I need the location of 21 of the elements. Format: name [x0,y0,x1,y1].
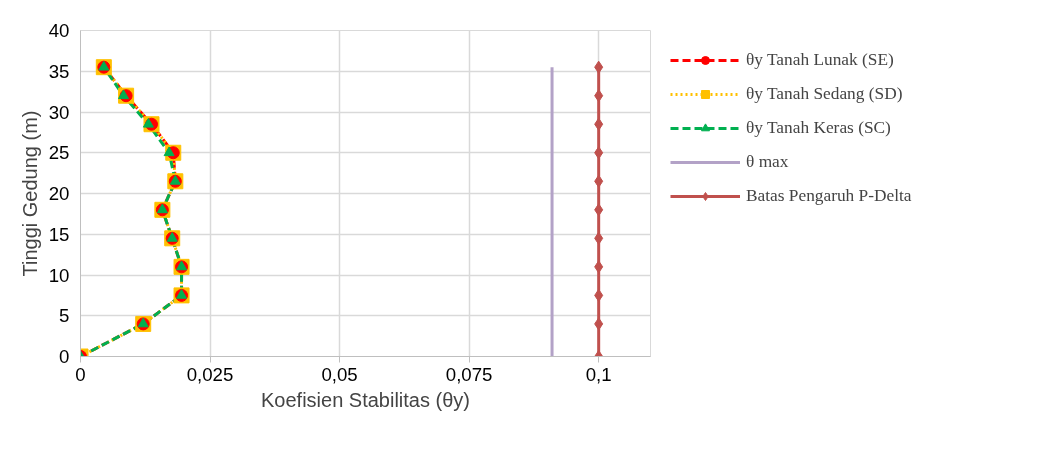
y-tick-label: 25 [48,142,70,164]
y-axis-title: Tinggi Gedung (m) [18,110,41,277]
y-tick-label: 20 [48,183,70,204]
x-tick-label: 0 [75,363,86,385]
x-tick-label: 0,1 [585,363,612,385]
legend-label: θy Tanah Sedang (SD) [746,84,903,104]
y-tick-label: 10 [48,264,70,286]
legend-label: θ max [746,152,789,172]
legend-label: Batas Pengaruh P-Delta [746,186,912,206]
y-tick-label: 5 [59,305,70,327]
x-tick-label: 0,025 [186,363,234,385]
y-tick-label: 0 [59,346,70,367]
x-tick-label: 0,075 [445,363,493,385]
x-axis-title: Koefisien Stabilitas (θy) [261,388,470,411]
legend-label: θy Tanah Lunak (SE) [746,50,894,70]
y-tick-label: 35 [48,60,70,82]
y-tick-label: 40 [48,20,70,41]
y-tick-label: 30 [48,101,70,123]
y-tick-label: 15 [48,223,70,245]
x-tick-label: 0,05 [321,363,358,385]
legend-label: θy Tanah Keras (SC) [746,118,891,138]
